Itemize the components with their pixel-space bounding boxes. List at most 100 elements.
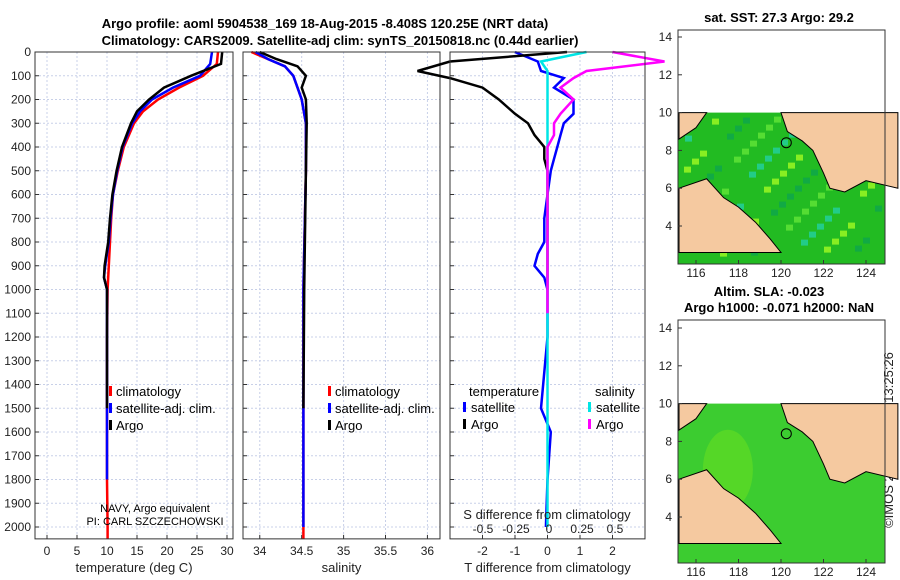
xtick2-label: -0.5 [473,522,494,536]
sst-cell [824,246,831,253]
lon-label: 120 [771,266,791,280]
xlabel2: S difference from climatology [463,507,631,522]
xtick-label: 34.5 [290,544,314,558]
sst-cell [779,201,786,208]
sst-cell [749,171,756,178]
ytick-label: 600 [11,188,31,202]
ytick-label: 1100 [5,306,31,320]
land-palawan [678,112,708,140]
land-borneo [678,469,783,544]
xtick-label: 5 [74,544,81,558]
xlabel: temperature (deg C) [75,560,192,575]
sst-cell [788,162,795,169]
sst-cell [860,190,867,197]
profile-panel-2: 34 34.5 35 35.5 36 salinity climatology satelli… [242,50,441,575]
lat-label: 8 [665,434,672,448]
xtick-label: 10 [100,544,114,558]
sst-cell [743,117,750,124]
lat-label: 10 [659,106,673,120]
lat-label: 8 [665,143,672,157]
xtick-label: 35.5 [374,544,398,558]
sst-cell [786,224,793,231]
sst-cell [840,230,847,237]
axes-box [34,51,234,540]
xtick-label: 35 [337,544,351,558]
sst-cell [692,158,699,165]
sst-cell [817,223,824,230]
sst-cell [875,205,882,212]
map-1: 116 118 120 122 124 4 6 8 10 12 14 [659,29,899,280]
xtick-label: -1 [510,544,521,558]
sst-cell [750,140,757,147]
map2-title-b: Argo h1000: -0.071 h2000: NaN [684,300,874,315]
legend-swatch [328,403,331,413]
title-line2: Climatology: CARS2009. Satellite-adj cli… [102,33,579,48]
xtick-label: 30 [220,544,234,558]
sst-cell [722,188,729,195]
sst-cell [773,147,780,154]
lon-label: 124 [856,266,876,280]
lat-label: 10 [659,397,673,411]
legend-swatch [588,419,591,429]
xtick-label: -2 [477,544,488,558]
sst-cell [795,185,802,192]
legend-swatch [109,420,112,430]
sst-cell [757,163,764,170]
lat-label: 12 [659,359,673,373]
ytick-label: 400 [11,140,31,154]
lat-label: 4 [665,219,672,233]
map2-title-a: Altim. SLA: -0.023 [714,284,825,299]
legend-header: salinity [595,384,635,399]
xtick2-label: 0 [546,522,553,536]
legend-label: satellite [471,400,515,415]
sst-cell [734,156,741,163]
lat-label: 6 [665,472,672,486]
map-2: 116 118 120 122 124 4 6 8 10 12 14 [659,319,899,579]
sst-cell [825,215,832,222]
land-philippines [780,403,899,484]
sst-cell [771,209,778,216]
sst-cell [802,208,809,215]
sst-cell [735,125,742,132]
xtick2-label: -0.25 [502,522,530,536]
legend-label: Argo [335,418,362,433]
argo-location-marker [780,137,792,149]
sst-cell [794,216,801,223]
sst-cell [801,239,808,246]
legend-label: climatology [116,384,182,399]
sst-cell [833,207,840,214]
legend-label: Argo [116,418,143,433]
map1-title: sat. SST: 27.3 Argo: 29.2 [704,10,854,25]
sst-cell [832,238,839,245]
sst-cell [764,186,771,193]
xtick-label: 2 [609,544,616,558]
ytick-label: 0 [24,45,31,59]
sst-cell [855,245,862,252]
ytick-label: 1200 [4,330,31,344]
sst-cell [781,139,788,146]
series-argo [259,50,308,409]
legend-label: satellite [596,400,640,415]
ytick-label: 1700 [4,449,31,463]
xlabel: T difference from climatology [464,560,631,575]
legend-swatch [463,419,466,429]
title-line1: Argo profile: aoml 5904538_169 18-Aug-20… [102,16,549,31]
profile-panel-1: 0100200300400500600700800900100011001200… [4,45,234,575]
lon-label: 122 [813,266,833,280]
xtick-label: 34 [253,544,267,558]
xtick-label: 20 [160,544,174,558]
lon-label: 118 [729,565,748,579]
axes-box [242,51,441,540]
sst-cell [863,237,870,244]
ytick-label: 2000 [4,520,31,534]
sst-cell [818,192,825,199]
lat-label: 4 [665,510,672,524]
xtick-label: 25 [190,544,204,558]
lon-label: 116 [686,565,705,579]
ytick-label: 1600 [4,425,31,439]
lon-label: 122 [813,565,833,579]
lat-label: 6 [665,181,672,195]
lon-label: 118 [729,266,748,280]
sst-cell [780,170,787,177]
